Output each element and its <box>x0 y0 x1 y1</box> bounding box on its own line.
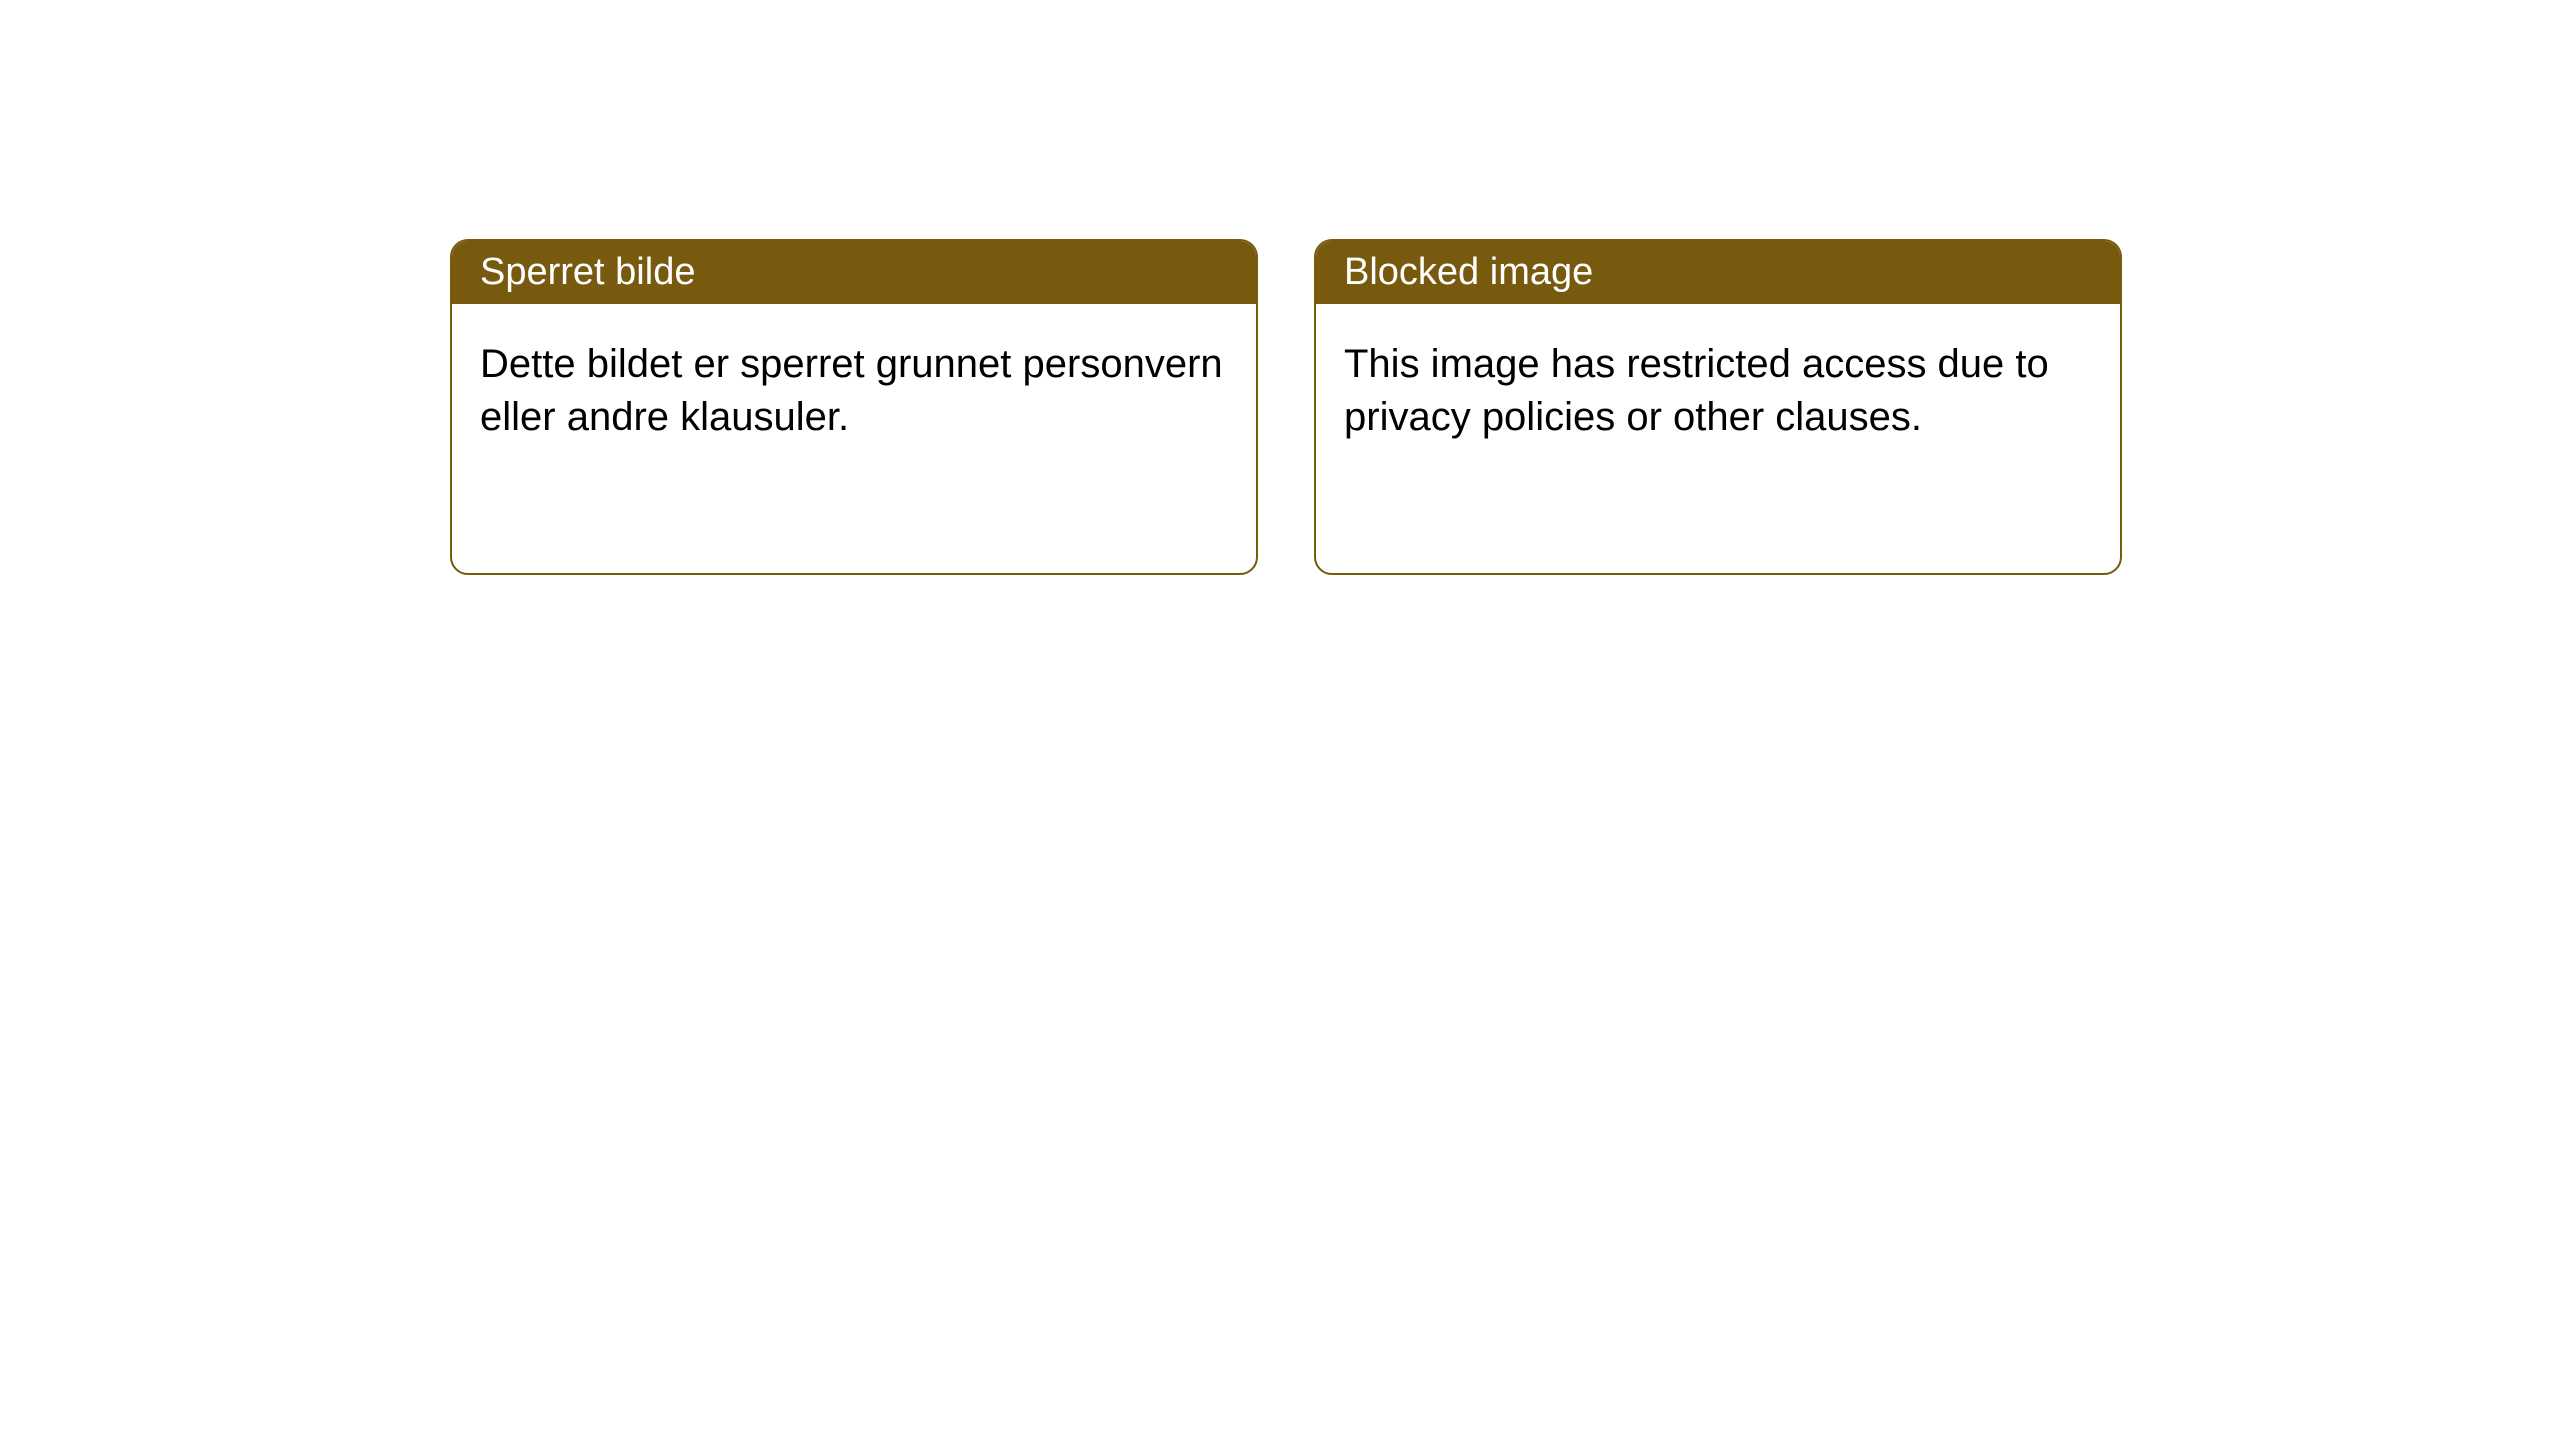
notice-body: This image has restricted access due to … <box>1316 304 2120 478</box>
notice-header: Sperret bilde <box>452 241 1256 304</box>
notice-title: Blocked image <box>1344 251 1593 293</box>
notice-card-english: Blocked image This image has restricted … <box>1314 239 2122 575</box>
notice-body: Dette bildet er sperret grunnet personve… <box>452 304 1256 478</box>
notice-body-text: This image has restricted access due to … <box>1344 342 2049 439</box>
notice-header: Blocked image <box>1316 241 2120 304</box>
notice-body-text: Dette bildet er sperret grunnet personve… <box>480 342 1223 439</box>
notice-card-norwegian: Sperret bilde Dette bildet er sperret gr… <box>450 239 1258 575</box>
notice-title: Sperret bilde <box>480 251 695 293</box>
notice-container: Sperret bilde Dette bildet er sperret gr… <box>0 0 2560 575</box>
